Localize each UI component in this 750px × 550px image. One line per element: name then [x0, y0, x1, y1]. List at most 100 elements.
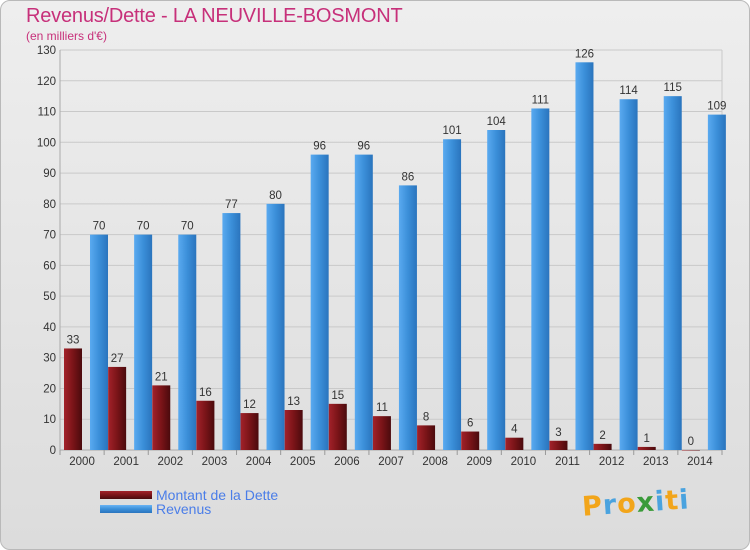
bar-dette [372, 416, 391, 450]
y-tick-label: 120 [37, 76, 56, 88]
x-tick-label: 2000 [69, 456, 95, 468]
bar-revenus [707, 114, 726, 450]
x-tick-label: 2002 [158, 456, 184, 468]
x-tick-label: 2010 [511, 456, 537, 468]
bar-dette [549, 440, 568, 450]
chart-subtitle: (en milliers d'€) [26, 29, 107, 43]
x-tick-label: 2004 [246, 456, 272, 468]
data-label: 80 [269, 190, 282, 202]
bar-revenus [90, 234, 108, 450]
data-label: 101 [442, 125, 461, 137]
bar-revenus [134, 234, 153, 450]
data-label: 104 [487, 116, 507, 128]
data-label: 11 [376, 402, 388, 414]
bar-dette [108, 366, 127, 450]
data-label: 70 [137, 221, 150, 233]
x-tick-label: 2006 [334, 456, 360, 468]
bar-dette [417, 425, 436, 450]
data-label: 70 [181, 221, 194, 233]
y-tick-label: 110 [38, 107, 56, 119]
x-tick-label: 2013 [643, 456, 669, 468]
x-tick-label: 2001 [113, 456, 139, 468]
chart-title: Revenus/Dette - LA NEUVILLE-BOSMONT [26, 5, 403, 27]
legend-swatch-revenus [100, 505, 152, 513]
data-label: 111 [532, 94, 549, 106]
data-label: 33 [67, 334, 80, 346]
y-tick-label: 30 [43, 353, 56, 365]
legend-label-revenus: Revenus [156, 501, 212, 517]
bar-dette [284, 410, 303, 450]
bar-revenus [443, 139, 462, 450]
x-tick-label: 2008 [422, 456, 448, 468]
data-label: 77 [225, 199, 238, 211]
data-label: 96 [357, 141, 370, 153]
data-label: 6 [467, 418, 473, 430]
x-tick-label: 2005 [290, 456, 316, 468]
data-label: 27 [111, 353, 124, 365]
bar-dette [593, 443, 612, 450]
data-label: 0 [688, 436, 694, 448]
bar-dette [196, 400, 215, 450]
y-tick-label: 130 [37, 45, 56, 57]
bar-revenus [266, 203, 285, 450]
data-label: 8 [423, 411, 429, 423]
legend-label-dette: Montant de la Dette [156, 487, 279, 503]
bar-dette [461, 431, 480, 450]
data-label: 86 [402, 171, 415, 183]
y-tick-label: 60 [43, 260, 56, 272]
bar-revenus [222, 213, 241, 450]
bar-dette [240, 413, 259, 450]
y-tick-label: 50 [43, 291, 56, 303]
logo-letter: x [635, 486, 657, 519]
data-label: 109 [707, 101, 726, 113]
data-label: 4 [511, 424, 518, 436]
x-tick-label: 2009 [466, 456, 492, 468]
data-label: 70 [93, 221, 106, 233]
bar-dette [637, 446, 656, 450]
data-label: 21 [155, 371, 168, 383]
bar-revenus [178, 234, 197, 450]
bar-revenus [354, 154, 373, 450]
bar-dette [64, 348, 82, 450]
logo-letter: o [616, 487, 638, 521]
x-tick-label: 2014 [687, 456, 713, 468]
y-tick-label: 10 [43, 414, 56, 426]
data-label: 126 [575, 48, 594, 60]
logo-letter: P [581, 490, 604, 523]
bar-revenus [487, 130, 506, 450]
data-label: 114 [619, 85, 638, 97]
y-tick-label: 40 [43, 322, 56, 334]
y-tick-label: 0 [50, 445, 56, 457]
y-tick-label: 20 [43, 383, 56, 395]
bar-revenus [398, 185, 417, 450]
data-label: 96 [313, 141, 326, 153]
data-label: 16 [199, 387, 212, 399]
bar-dette [328, 403, 347, 450]
data-label: 12 [243, 399, 256, 411]
data-label: 15 [331, 390, 344, 402]
bar-revenus [575, 62, 594, 451]
x-tick-label: 2007 [378, 456, 404, 468]
y-tick-label: 90 [43, 168, 56, 180]
bar-revenus [619, 99, 638, 450]
bar-revenus [310, 154, 329, 450]
bar-revenus [531, 108, 550, 450]
logo-letter: i [678, 484, 691, 516]
y-tick-label: 100 [37, 137, 56, 149]
x-tick-label: 2003 [202, 456, 228, 468]
bar-dette [681, 450, 700, 451]
x-tick-label: 2011 [555, 456, 580, 468]
bar-revenus [663, 96, 682, 451]
legend-swatch-dette [100, 491, 152, 499]
x-tick-label: 2012 [599, 456, 625, 468]
data-label: 1 [644, 433, 650, 445]
data-label: 2 [599, 430, 605, 442]
bar-dette [505, 437, 524, 450]
data-label: 3 [555, 427, 561, 439]
data-label: 13 [287, 396, 300, 408]
bar-dette [152, 385, 171, 450]
y-tick-label: 70 [43, 230, 56, 242]
y-tick-label: 80 [43, 199, 56, 211]
data-label: 115 [664, 82, 682, 94]
